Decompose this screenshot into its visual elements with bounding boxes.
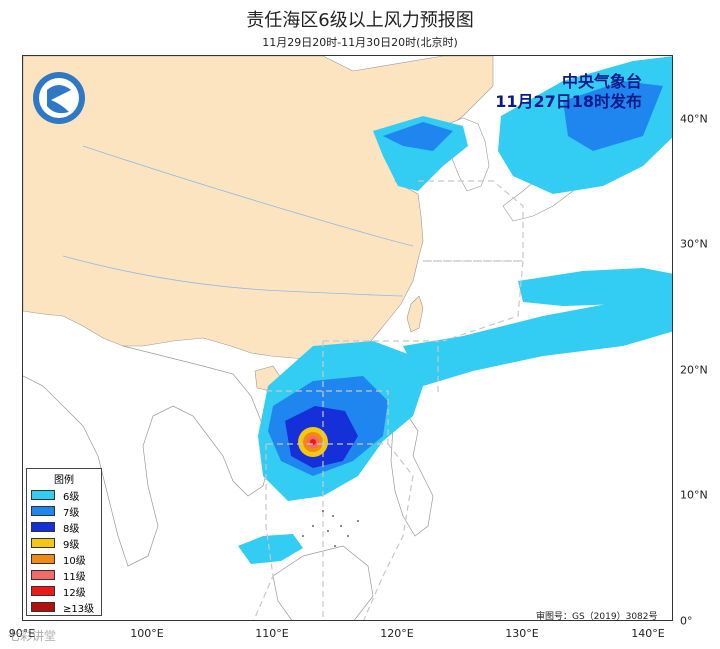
philippines-islands bbox=[390, 415, 434, 537]
x-tick-label: 140°E bbox=[631, 627, 665, 640]
wind-area-japan-7 bbox=[563, 81, 663, 151]
watermark: 七彩讲堂 bbox=[8, 629, 57, 643]
map-subtitle: 11月29日20时-11月30日20时(北京时) bbox=[262, 36, 458, 49]
legend-label: 10级 bbox=[63, 556, 86, 567]
wind-area-sw bbox=[238, 534, 303, 564]
wind-area-bohai-7 bbox=[383, 122, 453, 151]
y-tick-label: 20°N bbox=[680, 363, 708, 377]
legend-label: 12级 bbox=[63, 588, 86, 599]
legend-title: 图例 bbox=[54, 475, 74, 486]
y-tick-label: 30°N bbox=[680, 237, 708, 251]
cma-logo-icon bbox=[33, 72, 85, 124]
taiwan-island bbox=[406, 295, 424, 333]
legend-swatch bbox=[31, 570, 55, 580]
legend-label: ≥13级 bbox=[63, 604, 95, 615]
wind-forecast-map: 中央气象台 11月27日18时发布 bbox=[22, 55, 673, 621]
legend-swatch bbox=[31, 602, 55, 612]
x-tick-label: 130°E bbox=[505, 627, 539, 640]
issue-time: 11月27日18时发布 bbox=[495, 92, 642, 111]
legend-label: 9级 bbox=[63, 540, 80, 551]
river-line bbox=[82, 145, 414, 247]
legend: 图例 6级 7级 8级 9级 10级 11级 12级 ≥13级 bbox=[26, 468, 102, 616]
reef-dots bbox=[302, 510, 359, 547]
legend-swatch bbox=[31, 538, 55, 548]
y-tick-label: 0° bbox=[680, 614, 693, 628]
legend-swatch bbox=[31, 506, 55, 516]
x-tick-label: 110°E bbox=[255, 627, 289, 640]
legend-label: 6级 bbox=[63, 492, 80, 503]
legend-label: 11级 bbox=[63, 572, 86, 583]
issuer-block: 中央气象台 11月27日18时发布 bbox=[495, 72, 642, 112]
y-tick-label: 10°N bbox=[680, 488, 708, 502]
x-tick-label: 120°E bbox=[380, 627, 414, 640]
issuer-name: 中央气象台 bbox=[561, 72, 642, 91]
x-tick-label: 100°E bbox=[130, 627, 164, 640]
map-title: 责任海区6级以上风力预报图 bbox=[246, 10, 474, 31]
legend-swatch bbox=[31, 586, 55, 596]
wind-area-pacific-band bbox=[518, 268, 672, 306]
river-line bbox=[62, 255, 404, 297]
wind-area-trade-band bbox=[403, 296, 672, 386]
y-tick-label: 40°N bbox=[680, 112, 708, 126]
x-tick-label: 90°E bbox=[8, 627, 36, 640]
china-landmass bbox=[23, 56, 494, 360]
legend-swatch bbox=[31, 554, 55, 564]
sea-area-boundaries bbox=[253, 180, 524, 620]
approval-number: 审图号：GS（2019）3082号 bbox=[536, 612, 658, 622]
legend-label: 7级 bbox=[63, 508, 80, 519]
legend-label: 8级 bbox=[63, 524, 80, 535]
legend-swatch bbox=[31, 522, 55, 532]
map-canvas bbox=[23, 56, 672, 620]
legend-swatch bbox=[31, 490, 55, 500]
